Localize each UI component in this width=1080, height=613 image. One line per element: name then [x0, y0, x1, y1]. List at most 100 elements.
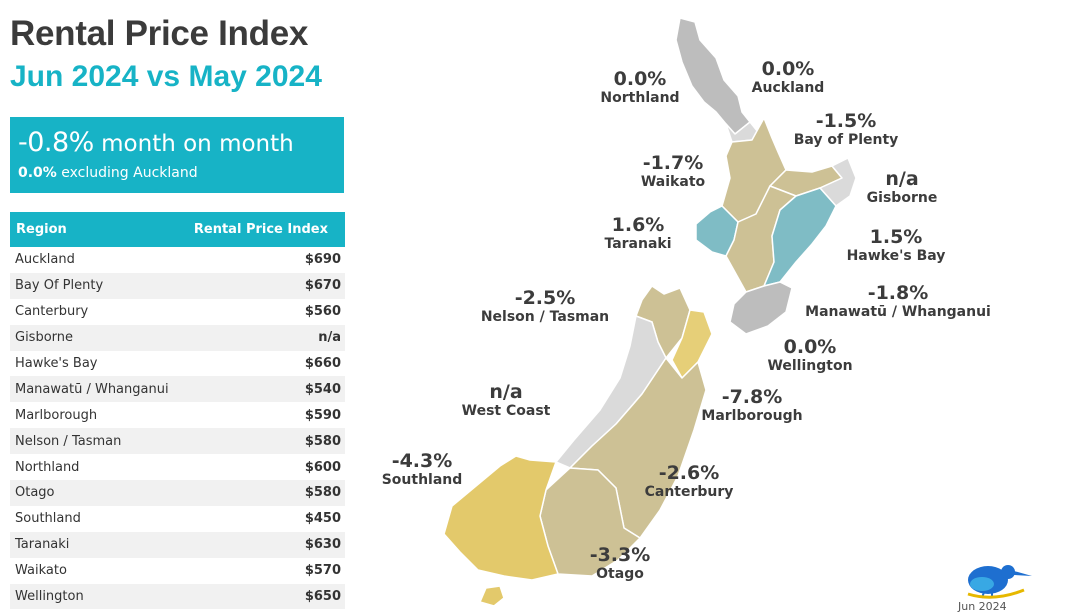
- region-name: Bay Of Plenty: [15, 278, 104, 294]
- region-name: Northland: [15, 459, 80, 475]
- excluding-auckland-change: 0.0% excluding Auckland: [18, 165, 198, 181]
- date-caption: Jun 2024: [958, 600, 1007, 613]
- column-header-region: Region: [16, 222, 67, 237]
- region-name: Otago: [15, 485, 55, 501]
- region-name-label: Southland: [381, 472, 463, 488]
- map-label-otago: -3.3% Otago: [590, 544, 651, 583]
- region-change-value: 0.0%: [761, 58, 815, 80]
- gisborne-region: [819, 157, 857, 207]
- table-row: Otago $580: [10, 480, 345, 506]
- map-label-hawkes-bay: 1.5% Hawke's Bay: [847, 226, 946, 265]
- southland-region: [443, 455, 559, 581]
- map-label-northland: 0.0% Northland: [600, 68, 679, 107]
- wellington-region: [729, 281, 793, 335]
- map-label-waikato: -1.7% Waikato: [641, 152, 705, 191]
- table-row: Bay Of Plenty $670: [10, 272, 345, 299]
- region-name: Taranaki: [15, 537, 70, 553]
- page-title: Rental Price Index: [10, 14, 309, 53]
- region-change-value: -2.5%: [514, 287, 576, 309]
- region-rent-value: $660: [304, 356, 341, 371]
- map-label-southland: -4.3% Southland: [382, 450, 463, 489]
- rental-table: Region Rental Price Index Auckland $690 Ba…: [10, 212, 345, 610]
- map-label-manawatu: -1.8% Manawatū / Whanganui: [805, 282, 991, 321]
- table-row: Nelson / Tasman $580: [10, 428, 345, 455]
- region-name: Marlborough: [15, 407, 98, 423]
- region-change-value: -3.3%: [589, 544, 651, 566]
- region-change-value: 0.0%: [783, 336, 837, 358]
- page-subtitle: Jun 2024 vs May 2024: [10, 60, 322, 93]
- region-rent-value: $650: [304, 589, 341, 605]
- region-name-label: Auckland: [751, 80, 825, 96]
- map-label-wellington: 0.0% Wellington: [767, 336, 852, 375]
- region-name: Manawatū / Whanganui: [15, 381, 169, 397]
- region-rent-value: $670: [304, 278, 341, 294]
- region-name: Wellington: [15, 589, 84, 605]
- hawkes-bay-region: [763, 187, 837, 287]
- change-suffix: month on month: [93, 131, 294, 157]
- excl-value: 0.0%: [18, 165, 57, 181]
- table-row: Manawatū / Whanganui $540: [10, 376, 345, 403]
- region-change-value: n/a: [489, 381, 523, 403]
- month-on-month-change: -0.8% month on month: [18, 127, 294, 158]
- table-row: Marlborough $590: [10, 402, 345, 428]
- region-name: Auckland: [15, 252, 75, 268]
- region-rent-value: $630: [304, 537, 341, 553]
- region-change-value: -2.6%: [658, 462, 720, 484]
- region-rent-value: n/a: [318, 330, 341, 346]
- region-change-value: -1.8%: [867, 282, 929, 304]
- region-change-value: -1.5%: [815, 110, 877, 132]
- region-name-label: Wellington: [767, 358, 853, 374]
- stewart-island-region: [479, 585, 505, 607]
- table-header: Region Rental Price Index: [10, 212, 345, 247]
- region-name: Canterbury: [15, 304, 89, 320]
- region-name-label: Otago: [596, 566, 644, 582]
- region-change-value: -7.8%: [721, 386, 783, 408]
- region-change-value: 1.6%: [611, 214, 665, 236]
- map-label-gisborne: n/a Gisborne: [867, 168, 938, 207]
- table-row: Waikato $570: [10, 558, 345, 584]
- region-rent-value: $580: [304, 433, 341, 449]
- region-change-value: 1.5%: [869, 226, 923, 248]
- region-rent-value: $570: [304, 563, 341, 579]
- region-name-label: Taranaki: [604, 236, 672, 252]
- table-row: Northland $600: [10, 454, 345, 480]
- region-name: Southland: [15, 511, 81, 527]
- region-change-value: 0.0%: [613, 68, 667, 90]
- map-label-canterbury: -2.6% Canterbury: [645, 462, 734, 501]
- region-rent-value: $590: [304, 407, 341, 423]
- region-name: Hawke's Bay: [15, 356, 98, 371]
- table-row: Hawke's Bay $660: [10, 351, 345, 377]
- region-name-label: Waikato: [640, 174, 706, 190]
- table-row: Wellington $650: [10, 583, 345, 610]
- region-change-value: -1.7%: [642, 152, 704, 174]
- region-name: Waikato: [15, 563, 67, 579]
- table-row: Gisborne n/a: [10, 324, 345, 351]
- map-label-marlborough: -7.8% Marlborough: [701, 386, 802, 425]
- region-rent-value: $540: [304, 381, 341, 397]
- change-value: -0.8%: [18, 127, 94, 158]
- region-name-label: Gisborne: [866, 190, 938, 206]
- region-name: Nelson / Tasman: [15, 433, 122, 449]
- region-name-label: Nelson / Tasman: [480, 309, 610, 325]
- region-change-value: -4.3%: [391, 450, 453, 472]
- region-name-label: Northland: [600, 90, 680, 106]
- table-row: Taranaki $630: [10, 531, 345, 558]
- region-rent-value: $580: [304, 485, 341, 501]
- map-label-west-coast: n/a West Coast: [462, 381, 551, 420]
- region-rent-value: $560: [304, 304, 341, 320]
- map-label-bay-of-plenty: -1.5% Bay of Plenty: [794, 110, 899, 149]
- region-rent-value: $450: [304, 511, 341, 527]
- nz-region-map: [443, 17, 857, 607]
- map-label-auckland: 0.0% Auckland: [752, 58, 825, 97]
- region-change-value: n/a: [885, 168, 919, 190]
- column-header-index: Rental Price Index: [193, 222, 328, 237]
- region-name-label: Canterbury: [644, 484, 734, 500]
- region-name: Gisborne: [15, 330, 74, 346]
- region-name-label: Marlborough: [701, 408, 803, 424]
- region-name-label: West Coast: [461, 403, 551, 419]
- region-name-label: Bay of Plenty: [793, 132, 899, 148]
- table-body: Auckland $690 Bay Of Plenty $670 Canterbury $…: [10, 247, 345, 610]
- region-rent-value: $600: [304, 459, 341, 475]
- excl-suffix: excluding Auckland: [56, 165, 198, 181]
- region-name-label: Manawatū / Whanganui: [805, 304, 991, 320]
